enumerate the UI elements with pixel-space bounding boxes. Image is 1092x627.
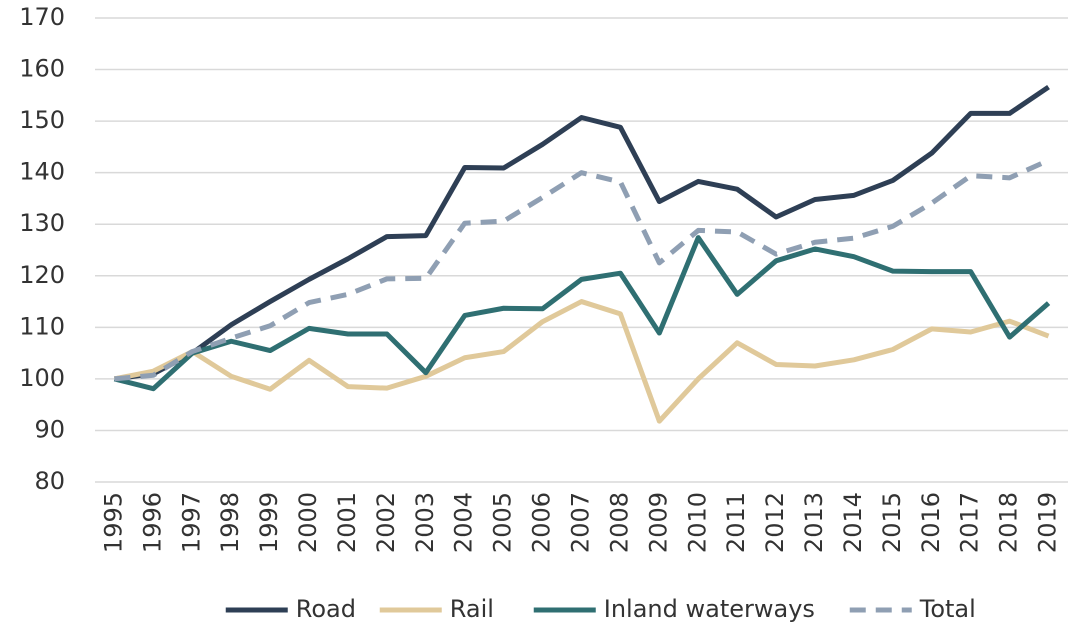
legend-label: Rail (450, 595, 494, 623)
x-tick-label: 2000 (294, 492, 322, 553)
x-tick-label: 2006 (528, 492, 556, 553)
y-tick-label: 90 (34, 415, 65, 443)
x-tick-label: 2005 (489, 492, 517, 553)
series-line (113, 235, 1051, 392)
y-tick-label: 170 (19, 3, 65, 31)
x-tick-label: 1999 (255, 492, 283, 553)
legend-label: Total (919, 595, 976, 623)
y-tick-label: 100 (19, 364, 65, 392)
y-tick-label: 80 (34, 467, 65, 495)
x-tick-label: 2007 (567, 492, 595, 553)
x-tick-label: 2017 (956, 492, 984, 553)
series-line (114, 158, 1050, 382)
x-tick-label: 2011 (722, 492, 750, 553)
x-tick-label: 2018 (995, 492, 1023, 553)
x-tick-label: 2001 (333, 492, 361, 553)
x-tick-label: 2015 (878, 492, 906, 553)
x-tick-label: 1997 (177, 492, 205, 553)
x-tick-label: 1995 (99, 492, 127, 553)
x-tick-label: 2009 (644, 492, 672, 553)
y-tick-label: 140 (19, 158, 65, 186)
x-tick-label: 1998 (216, 492, 244, 553)
y-tick-label: 160 (19, 55, 65, 83)
x-tick-label: 1996 (138, 492, 166, 553)
series-line (113, 299, 1050, 424)
x-tick-label: 2012 (761, 492, 789, 553)
y-tick-label: 110 (19, 312, 65, 340)
y-tick-label: 150 (19, 106, 65, 134)
series-line (114, 85, 1050, 382)
y-tick-label: 130 (19, 209, 65, 237)
x-tick-label: 2019 (1034, 492, 1062, 553)
y-tick-label: 120 (19, 261, 65, 289)
legend-label: Inland waterways (604, 595, 815, 623)
x-tick-label: 2013 (800, 492, 828, 553)
x-tick-label: 2010 (683, 492, 711, 553)
x-tick-label: 2002 (372, 492, 400, 553)
x-tick-label: 2014 (839, 492, 867, 553)
x-tick-label: 2008 (605, 492, 633, 553)
x-tick-label: 2004 (450, 492, 478, 553)
x-tick-label: 2003 (411, 492, 439, 553)
x-tick-label: 2016 (917, 492, 945, 553)
legend-label: Road (296, 595, 356, 623)
